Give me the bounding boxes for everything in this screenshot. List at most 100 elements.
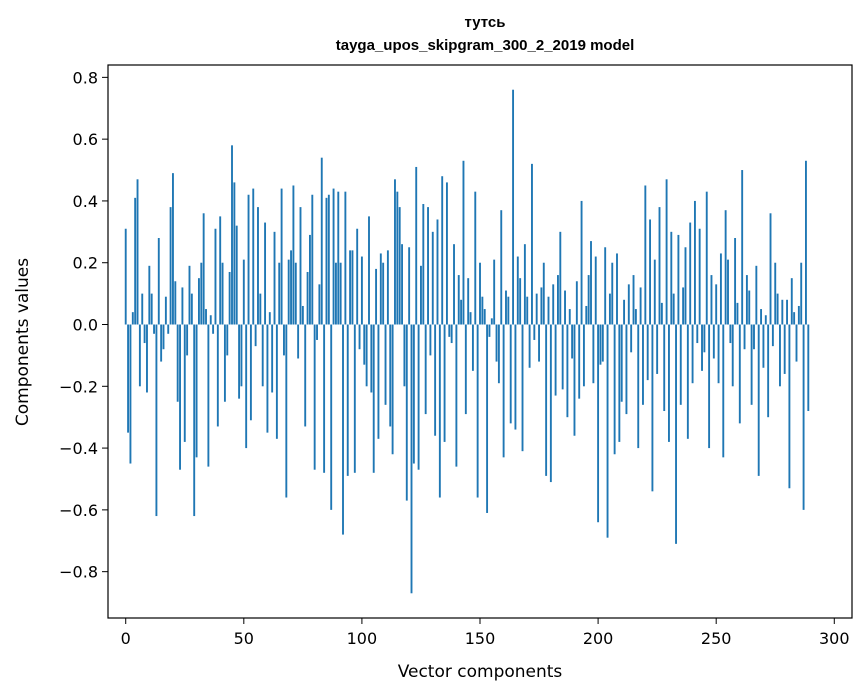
bar <box>245 324 248 449</box>
bar <box>235 225 238 325</box>
bar <box>372 324 375 473</box>
bar <box>460 299 463 325</box>
bar <box>708 324 711 449</box>
bar <box>731 324 734 387</box>
bar <box>590 241 592 325</box>
bar <box>360 256 363 325</box>
bar <box>597 324 600 523</box>
bar <box>745 275 748 325</box>
bar <box>493 259 496 325</box>
bar <box>429 324 432 356</box>
bar <box>197 278 200 325</box>
bar <box>420 265 422 325</box>
bar <box>623 299 626 325</box>
bar <box>351 250 354 325</box>
bar <box>755 265 758 325</box>
bar <box>781 299 784 325</box>
bar <box>325 197 328 325</box>
bar <box>646 324 649 381</box>
x-tick-label: 0 <box>121 629 131 648</box>
bar <box>346 324 349 476</box>
bar <box>221 262 224 325</box>
bar <box>620 324 623 402</box>
bar <box>280 188 283 325</box>
bar <box>578 324 581 399</box>
bar <box>531 163 533 325</box>
bar <box>545 324 548 476</box>
bar <box>316 324 318 340</box>
bar <box>705 191 708 325</box>
bar <box>408 247 411 325</box>
bar <box>450 324 453 344</box>
bar <box>642 324 644 405</box>
bar <box>358 324 361 350</box>
bar <box>283 324 285 356</box>
bar <box>377 324 380 439</box>
bar <box>566 324 569 418</box>
bar <box>453 244 455 325</box>
bar <box>682 287 685 325</box>
y-axis-label: Components values <box>13 258 33 426</box>
bar <box>228 271 231 325</box>
bar <box>200 262 203 325</box>
bar <box>637 324 640 449</box>
bar <box>313 324 316 470</box>
bar <box>349 250 352 325</box>
bar <box>719 253 722 325</box>
bar <box>259 293 262 325</box>
bar <box>438 324 441 498</box>
bar <box>606 324 609 538</box>
bar <box>233 182 236 325</box>
bar <box>651 324 654 492</box>
y-tick-label: 0.8 <box>73 68 98 87</box>
bar <box>712 324 715 359</box>
y-tick-label: 0.6 <box>73 130 98 149</box>
y-tick-label: 0.0 <box>73 316 98 335</box>
bar <box>162 324 165 350</box>
bar <box>285 324 288 498</box>
bar <box>575 281 578 325</box>
bar <box>252 188 255 325</box>
bar <box>309 234 311 325</box>
bar <box>275 324 278 439</box>
bar <box>658 207 661 325</box>
bar <box>396 191 399 325</box>
bar <box>757 324 760 476</box>
bar <box>729 324 732 344</box>
y-axis-ticks: 0.8 0.6 0.4 0.2 0.0 −0.2 −0.4 −0.6 −0.8 <box>59 68 108 582</box>
bar <box>573 324 576 436</box>
bar <box>363 324 366 365</box>
bar <box>273 231 276 325</box>
bar <box>632 275 635 325</box>
bar <box>533 324 536 340</box>
bar <box>344 191 347 325</box>
bar <box>741 170 744 325</box>
bar <box>216 324 219 427</box>
x-tick-label: 50 <box>234 629 254 648</box>
bar <box>689 222 692 325</box>
y-tick-label: −0.8 <box>59 563 98 582</box>
bar <box>748 290 751 325</box>
bar <box>304 324 307 427</box>
bar <box>564 290 566 325</box>
bar <box>771 324 774 347</box>
bar <box>445 182 448 325</box>
bar <box>186 324 189 356</box>
x-axis-ticks: 0 50 100 150 200 250 300 <box>121 618 850 648</box>
bar <box>587 275 590 325</box>
bar <box>254 324 257 347</box>
bar <box>386 250 389 325</box>
bar <box>696 324 699 344</box>
bar <box>141 293 144 325</box>
bar <box>164 296 167 325</box>
bar <box>625 324 628 415</box>
bar <box>391 324 394 455</box>
bar <box>290 250 292 325</box>
bar <box>599 324 602 365</box>
bar <box>734 238 737 325</box>
bar <box>167 324 170 334</box>
bar <box>665 179 668 325</box>
bar <box>212 324 215 334</box>
bar <box>698 228 701 325</box>
bar <box>738 324 741 424</box>
